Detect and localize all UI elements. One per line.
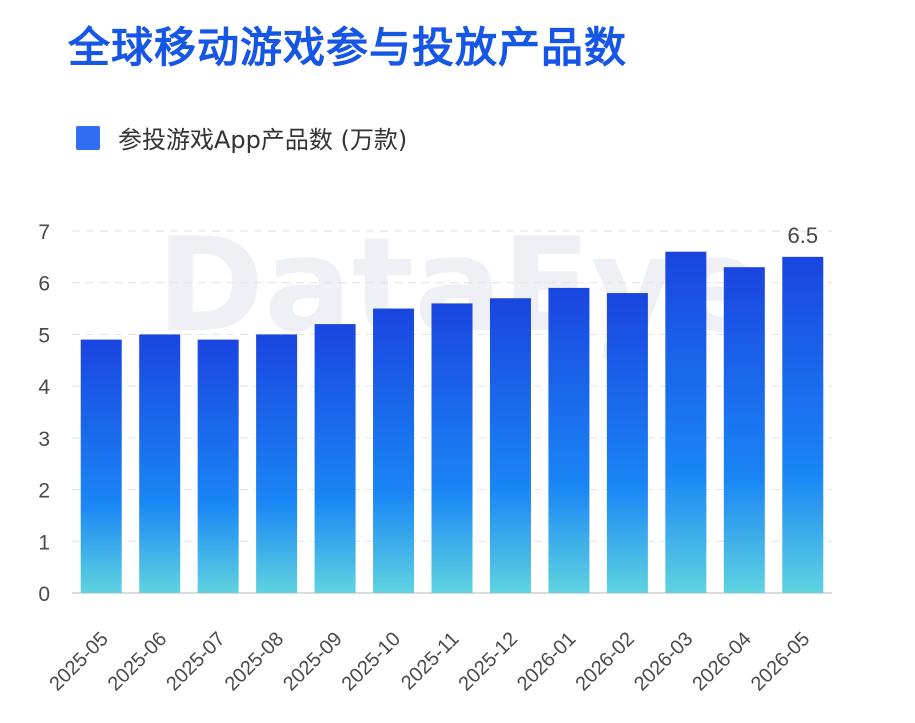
y-tick-label: 7: [38, 221, 50, 244]
y-axis: 0 1 2 3 4 5 6 7: [38, 221, 50, 606]
y-tick-label: 3: [38, 428, 50, 451]
bar: [197, 339, 239, 593]
bar: [606, 293, 648, 593]
bar: [665, 251, 707, 593]
data-labels: 6.5: [787, 223, 818, 248]
bar: [373, 308, 415, 593]
x-tick-label: 2025-07: [162, 628, 229, 695]
y-tick-label: 5: [38, 324, 50, 347]
x-tick-label: 2026-05: [747, 628, 814, 695]
x-tick-label: 2026-04: [688, 628, 755, 695]
legend-label: 参投游戏App产品数 (万款): [118, 126, 408, 154]
x-tick-label: 2026-03: [630, 628, 697, 695]
bar: [723, 267, 765, 593]
x-tick-label: 2025-12: [455, 628, 522, 695]
x-tick-label: 2025-08: [221, 628, 288, 695]
y-tick-label: 2: [38, 480, 50, 503]
x-tick-label: 2025-10: [338, 628, 405, 695]
x-tick-label: 2026-02: [571, 628, 638, 695]
bar: [548, 287, 590, 593]
bar: [80, 339, 122, 593]
y-tick-label: 4: [38, 376, 50, 399]
data-label: 6.5: [787, 223, 818, 248]
x-tick-label: 2025-11: [397, 628, 463, 694]
y-tick-label: 0: [38, 583, 50, 606]
x-tick-label: 2026-01: [513, 628, 580, 695]
x-axis: 2025-052025-062025-072025-082025-092025-…: [45, 628, 814, 695]
bar: [314, 324, 356, 593]
bars: [80, 251, 824, 593]
x-tick-label: 2025-06: [104, 628, 171, 695]
bar: [431, 303, 473, 593]
bar: [139, 334, 181, 593]
chart-title: 全球移动游戏参与投放产品数: [68, 23, 628, 72]
x-tick-label: 2025-09: [279, 628, 346, 695]
y-tick-label: 1: [38, 531, 50, 554]
legend: 参投游戏App产品数 (万款): [76, 120, 407, 155]
bar: [489, 298, 531, 593]
bar: [256, 334, 298, 593]
x-tick-label: 2025-05: [45, 628, 112, 695]
y-tick-label: 6: [38, 273, 50, 296]
bar: [782, 256, 824, 593]
legend-swatch: [76, 125, 100, 150]
